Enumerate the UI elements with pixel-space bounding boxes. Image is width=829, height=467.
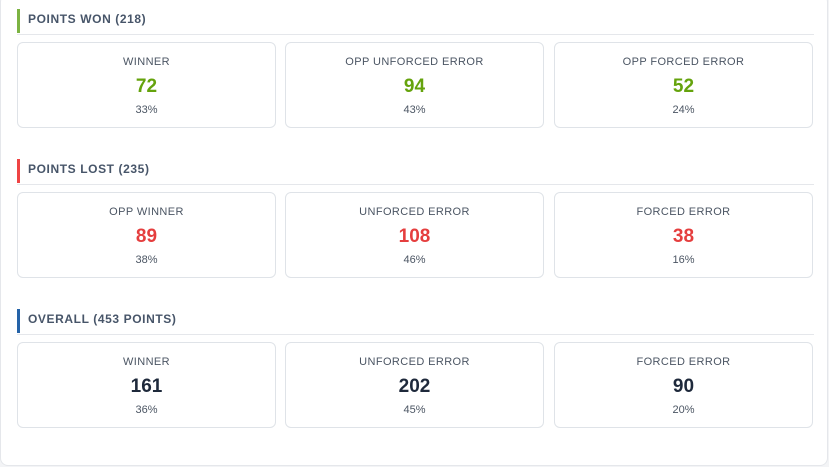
stat-card-percentage: 16% — [672, 254, 695, 266]
points-won-cards: WINNER 72 33% OPP UNFORCED ERROR 94 43% … — [17, 42, 814, 128]
points-lost-header: POINTS LOST (235) — [17, 154, 814, 185]
stat-card-label: FORCED ERROR — [636, 356, 731, 368]
overall-header: OVERALL (453 POINTS) — [17, 304, 814, 335]
stat-card-value: 90 — [672, 376, 695, 397]
overall-title: OVERALL (453 POINTS) — [28, 312, 177, 326]
stat-card-winner: WINNER 161 36% — [17, 342, 276, 428]
stat-card-opp-winner: OPP WINNER 89 38% — [17, 192, 276, 278]
stat-card-value: 108 — [398, 226, 431, 247]
stat-card-percentage: 36% — [135, 404, 158, 416]
stat-card-label: UNFORCED ERROR — [359, 356, 470, 368]
stat-card-percentage: 46% — [403, 254, 426, 266]
stat-card-forced-error: FORCED ERROR 38 16% — [554, 192, 813, 278]
stat-card-percentage: 33% — [135, 104, 158, 116]
stat-card-value: 38 — [672, 226, 695, 247]
stat-card-label: OPP UNFORCED ERROR — [345, 56, 484, 68]
points-won-accent-bar — [17, 9, 20, 33]
points-lost-accent-bar — [17, 159, 20, 183]
stat-card-label: OPP FORCED ERROR — [622, 56, 745, 68]
stat-card-label: UNFORCED ERROR — [359, 206, 470, 218]
stat-card-percentage: 24% — [672, 104, 695, 116]
stat-card-value: 52 — [672, 76, 695, 97]
stat-card-percentage: 38% — [135, 254, 158, 266]
stat-card-label: WINNER — [122, 56, 170, 68]
stat-card-value: 94 — [403, 76, 426, 97]
stat-card-value: 72 — [135, 76, 158, 97]
points-lost-title: POINTS LOST (235) — [28, 162, 150, 176]
stat-card-opp-unforced-error: OPP UNFORCED ERROR 94 43% — [285, 42, 544, 128]
stat-card-percentage: 45% — [403, 404, 426, 416]
stat-card-winner: WINNER 72 33% — [17, 42, 276, 128]
stat-card-unforced-error: UNFORCED ERROR 108 46% — [285, 192, 544, 278]
points-won-title: POINTS WON (218) — [28, 12, 147, 26]
points-won-section: POINTS WON (218) WINNER 72 33% OPP UNFOR… — [17, 4, 814, 128]
stat-card-forced-error: FORCED ERROR 90 20% — [554, 342, 813, 428]
points-lost-section: POINTS LOST (235) OPP WINNER 89 38% UNFO… — [17, 154, 814, 278]
stat-card-value: 161 — [130, 376, 163, 397]
stat-card-label: FORCED ERROR — [636, 206, 731, 218]
overall-section: OVERALL (453 POINTS) WINNER 161 36% UNFO… — [17, 304, 814, 428]
stat-card-value: 89 — [135, 226, 158, 247]
stat-card-percentage: 43% — [403, 104, 426, 116]
overall-accent-bar — [17, 309, 20, 333]
stat-card-value: 202 — [398, 376, 431, 397]
stat-card-unforced-error: UNFORCED ERROR 202 45% — [285, 342, 544, 428]
stat-card-percentage: 20% — [672, 404, 695, 416]
overall-cards: WINNER 161 36% UNFORCED ERROR 202 45% FO… — [17, 342, 814, 428]
stat-card-label: WINNER — [122, 356, 170, 368]
stat-card-opp-forced-error: OPP FORCED ERROR 52 24% — [554, 42, 813, 128]
points-won-header: POINTS WON (218) — [17, 4, 814, 35]
points-lost-cards: OPP WINNER 89 38% UNFORCED ERROR 108 46%… — [17, 192, 814, 278]
stat-card-label: OPP WINNER — [109, 206, 184, 218]
